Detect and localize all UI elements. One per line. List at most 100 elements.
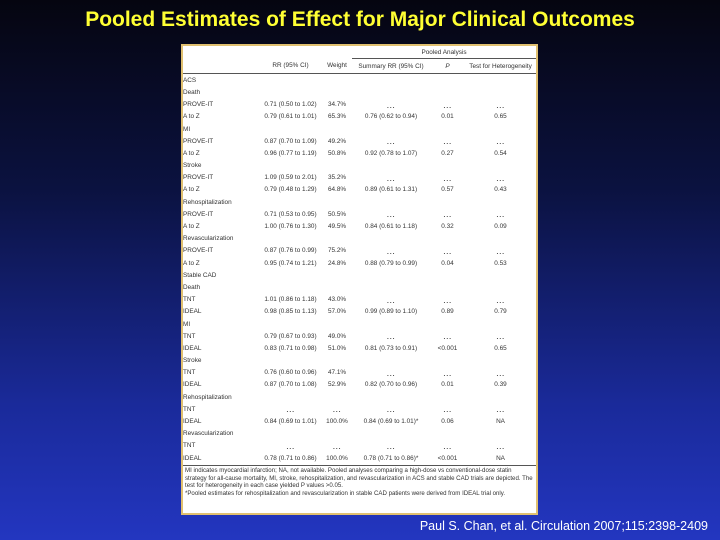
table-cell — [322, 355, 352, 367]
table-cell: 0.78 (0.71 to 0.86)* — [363, 454, 419, 462]
table-cell: … — [442, 209, 453, 220]
table-cell: 0.87 (0.70 to 1.08) — [264, 381, 317, 389]
table-cell — [465, 391, 536, 403]
table-row: PROVE-IT 0.87 (0.76 to 0.99) 75.2%……… — [183, 245, 536, 257]
table-row: PROVE-IT 1.09 (0.59 to 2.01) 35.2%……… — [183, 172, 536, 184]
table-cell: 0.79 (0.48 to 1.29) — [264, 186, 317, 194]
table-cell — [465, 74, 536, 87]
table-row: Revascularization — [183, 233, 536, 245]
table-cell: NA — [496, 418, 505, 426]
table-cell: … — [332, 404, 342, 415]
table-cell — [465, 196, 536, 208]
table-cell — [322, 86, 352, 98]
row-label: Death — [183, 283, 201, 291]
table-row: IDEAL 0.87 (0.70 to 1.08) 52.9% 0.82 (0.70 … — [183, 379, 536, 391]
table-cell: 0.96 (0.77 to 1.19) — [264, 149, 317, 157]
table-cell: … — [386, 404, 396, 415]
row-label: A to Z — [183, 149, 200, 157]
table-row: PROVE-IT 0.71 (0.53 to 0.95) 50.5%……… — [183, 208, 536, 220]
table-cell: 0.84 (0.69 to 1.01)* — [363, 418, 419, 426]
table-cell: 0.95 (0.74 to 1.21) — [264, 259, 317, 267]
table-cell — [430, 86, 465, 98]
table-cell — [322, 428, 352, 440]
row-label: TNT — [183, 369, 196, 377]
table-cell: 64.8% — [327, 186, 347, 194]
row-label: Stable CAD — [183, 271, 217, 279]
table-cell — [430, 196, 465, 208]
table-cell: 34.7% — [327, 101, 347, 109]
table-cell: 0.27 — [441, 149, 454, 157]
table-cell — [465, 123, 536, 135]
table-cell: … — [495, 367, 506, 378]
table-cell: 0.87 (0.70 to 1.09) — [264, 137, 317, 145]
table-cell — [259, 269, 322, 281]
table-cell: … — [495, 404, 506, 415]
table-row: MI — [183, 318, 536, 330]
table-cell: … — [285, 440, 296, 451]
table-body: ACS Death PROVE-IT 0.71 (0.50 to 1.02) 34.7%… — [183, 74, 536, 465]
table-cell: 1.00 (0.76 to 1.30) — [264, 223, 317, 231]
table-cell: 0.87 (0.76 to 0.99) — [264, 247, 317, 255]
row-label: TNT — [183, 442, 196, 450]
citation: Paul S. Chan, et al. Circulation 2007;11… — [419, 519, 708, 533]
table-cell: 49.5% — [327, 223, 347, 231]
table-cell — [352, 233, 430, 245]
table-cell: 0.71 (0.53 to 0.95) — [264, 210, 317, 218]
table-cell: … — [386, 331, 396, 342]
table-cell: 0.98 (0.85 to 1.13) — [264, 308, 317, 316]
table-cell — [430, 391, 465, 403]
table-cell — [430, 233, 465, 245]
row-label: IDEAL — [183, 381, 202, 389]
table-cell: … — [495, 440, 506, 451]
table-cell: NA — [496, 454, 505, 462]
table-row: TNT 1.01 (0.86 to 1.18) 43.0%……… — [183, 294, 536, 306]
table-cell: 0.04 — [441, 259, 454, 267]
table-cell: 43.0% — [327, 296, 347, 304]
table-cell: … — [386, 99, 396, 110]
table-cell — [465, 318, 536, 330]
table-cell — [352, 391, 430, 403]
table-cell — [430, 74, 465, 87]
column-header-weight: Weight — [322, 58, 352, 75]
footnote-abbreviations: MI indicates myocardial infarction; NA, … — [185, 467, 533, 490]
table-cell: 0.32 — [441, 223, 454, 231]
table-cell: … — [495, 294, 506, 305]
table-cell: 0.78 (0.71 to 0.86) — [264, 454, 317, 462]
row-label: Rehospitalization — [183, 393, 232, 401]
table-row: PROVE-IT 0.71 (0.50 to 1.02) 34.7%……… — [183, 99, 536, 111]
table-cell: <0.001 — [437, 454, 458, 462]
table-cell: … — [495, 245, 506, 256]
table-cell: … — [386, 136, 396, 147]
table-cell — [430, 123, 465, 135]
table-row: TNT 0.76 (0.60 to 0.96) 47.1%……… — [183, 367, 536, 379]
table-row: A to Z 0.79 (0.61 to 1.01) 65.3% 0.76 (0.62… — [183, 111, 536, 123]
table-cell: 1.01 (0.86 to 1.18) — [264, 296, 317, 304]
table-cell: 100.0% — [326, 454, 348, 462]
table-cell — [259, 160, 322, 172]
table-cell: … — [285, 404, 296, 415]
table-cell: 0.92 (0.78 to 1.07) — [364, 149, 418, 157]
row-label: MI — [183, 125, 191, 133]
table-cell — [465, 428, 536, 440]
table-cell — [430, 269, 465, 281]
table-cell — [259, 428, 322, 440]
table-cell: … — [495, 99, 506, 110]
table-row: A to Z 1.00 (0.76 to 1.30) 49.5% 0.84 (0.61… — [183, 220, 536, 232]
row-label: A to Z — [183, 113, 200, 121]
table-cell: … — [495, 172, 506, 183]
table-cell — [259, 74, 322, 87]
table-cell: … — [442, 440, 453, 451]
table-cell: … — [386, 245, 396, 256]
table-cell: 49.2% — [327, 137, 347, 145]
table-row: IDEAL 0.98 (0.85 to 1.13) 57.0% 0.99 (0.89 … — [183, 306, 536, 318]
table-cell — [465, 86, 536, 98]
table-cell — [430, 281, 465, 293]
table-row: TNT 0.79 (0.67 to 0.93) 49.0%……… — [183, 330, 536, 342]
table-cell — [465, 281, 536, 293]
pooled-header-row: Pooled Analysis — [183, 46, 536, 60]
table-cell — [352, 428, 430, 440]
row-label: A to Z — [183, 223, 200, 231]
table-cell: 0.54 — [494, 149, 507, 157]
row-label: PROVE-IT — [183, 101, 214, 109]
table-cell: <0.001 — [437, 344, 458, 352]
